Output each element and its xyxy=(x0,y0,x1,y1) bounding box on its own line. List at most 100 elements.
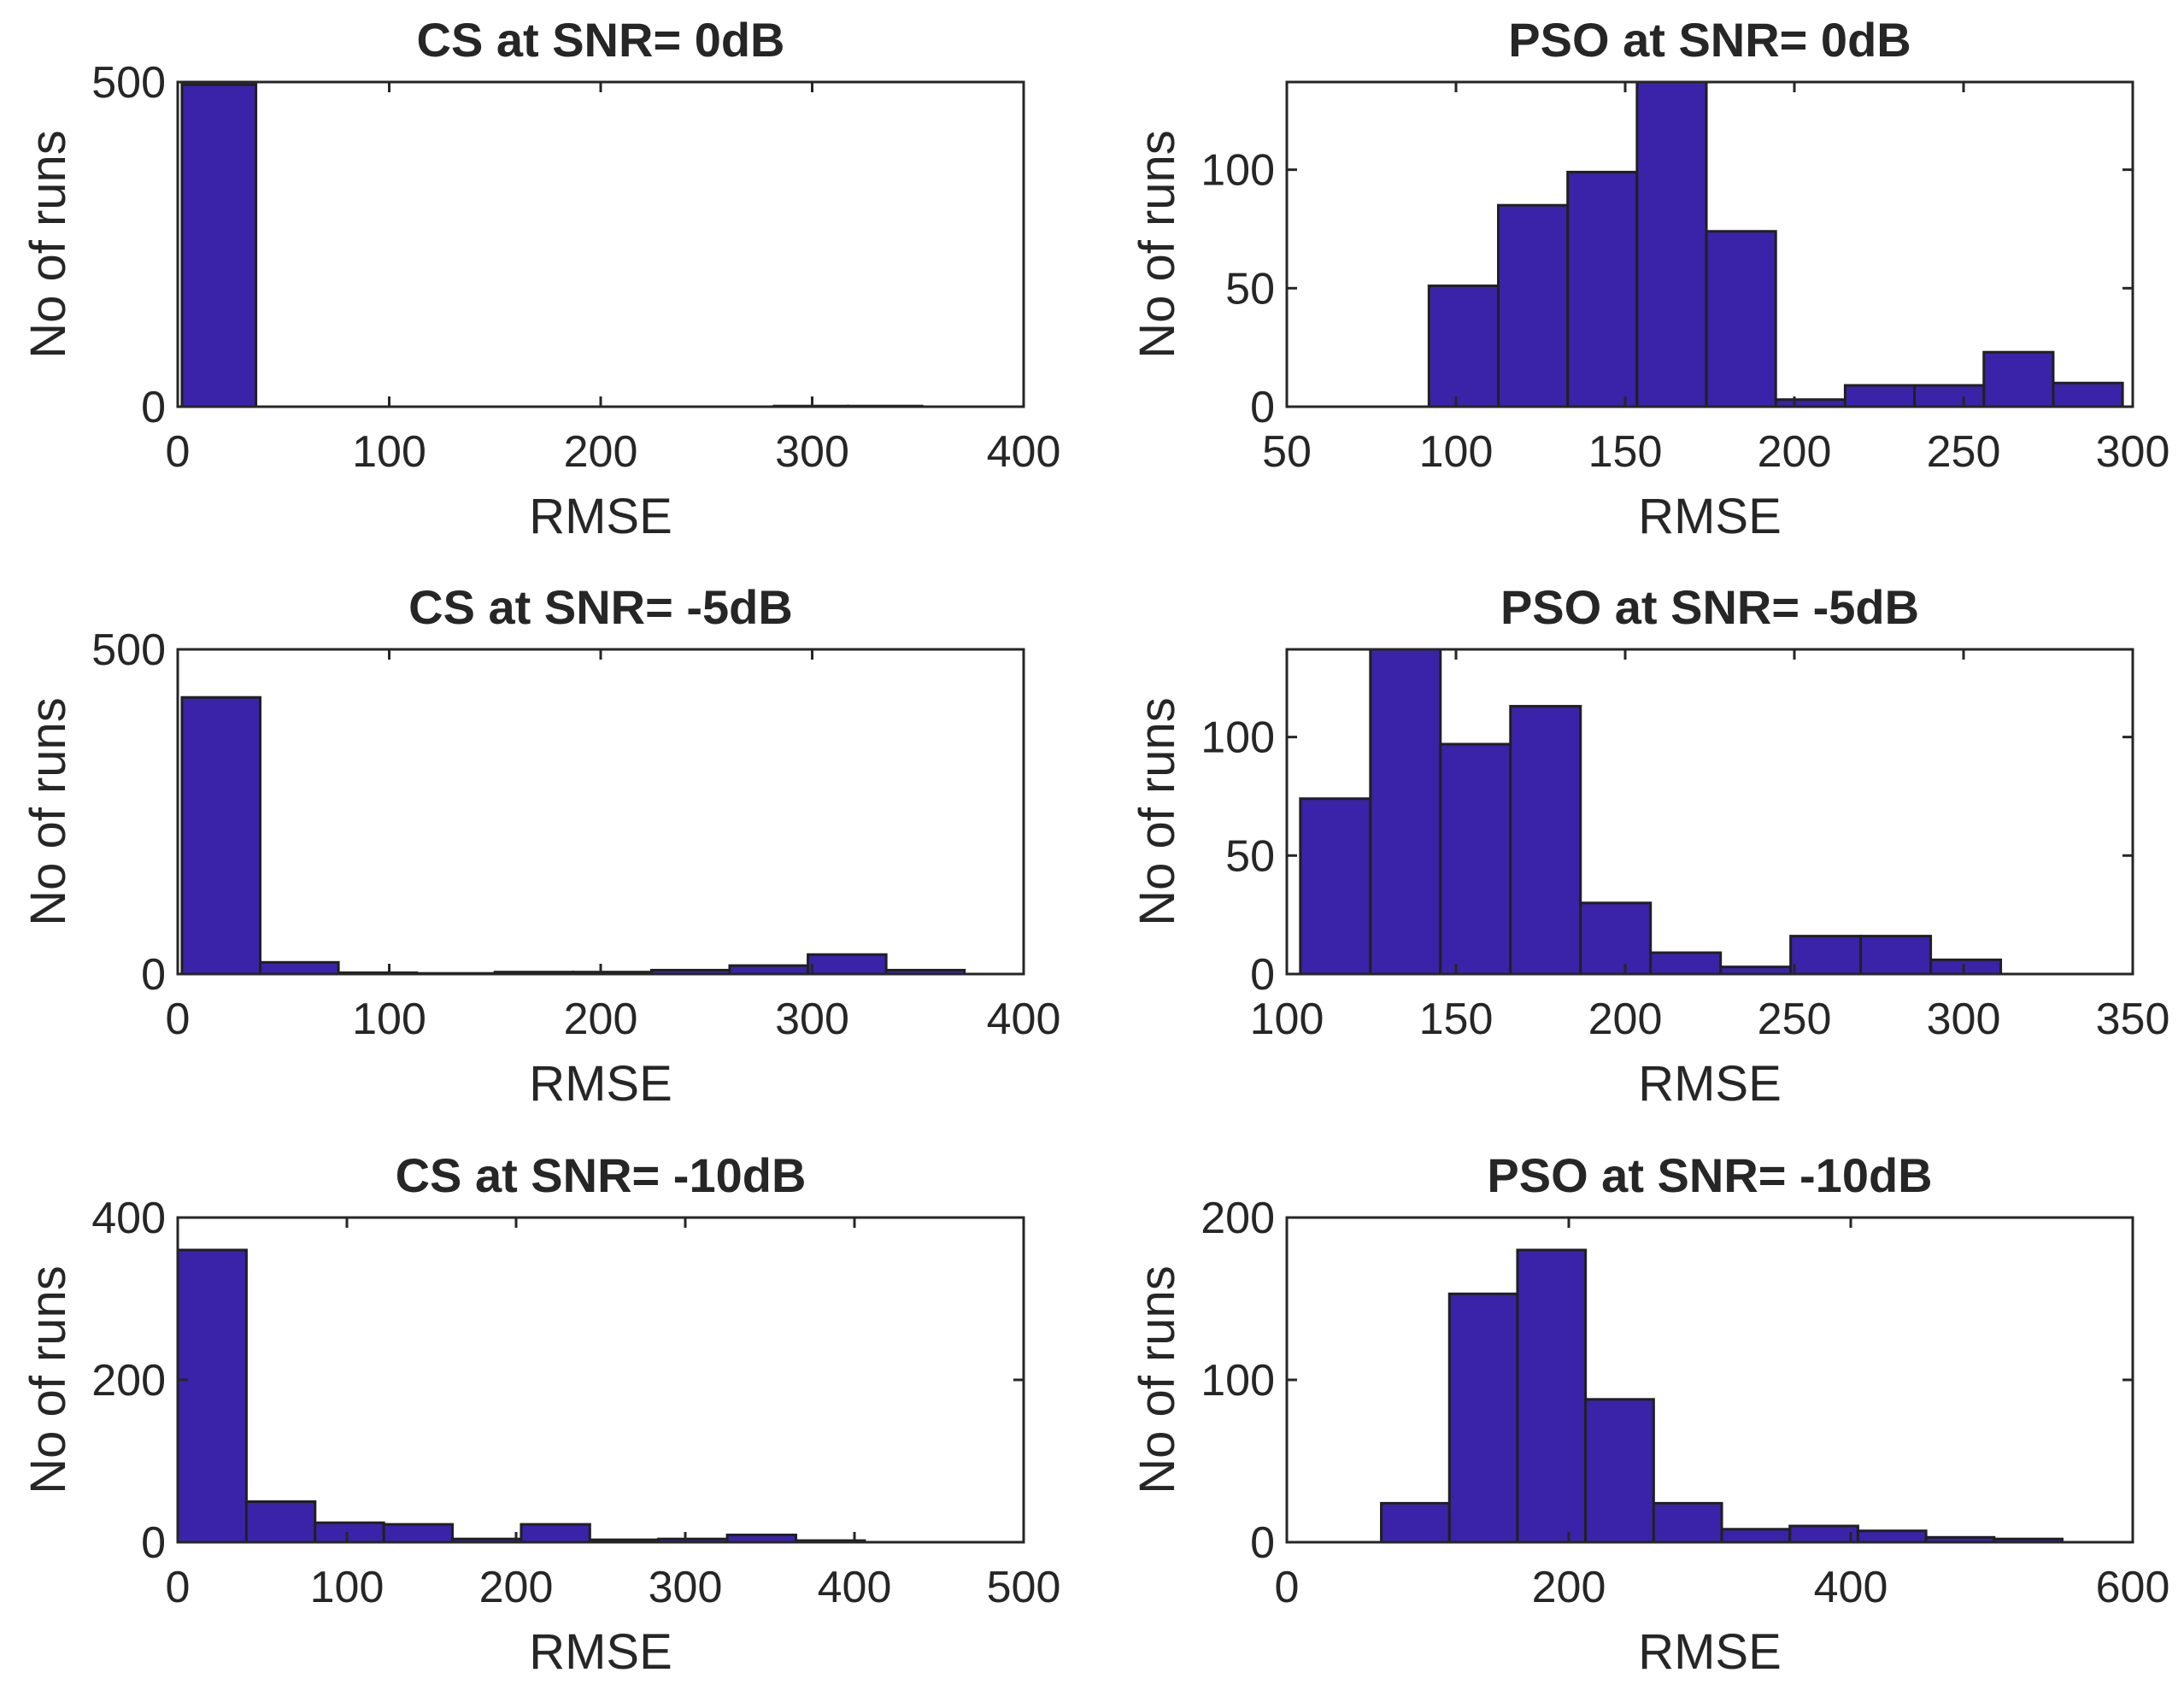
histogram-bar xyxy=(1913,384,1986,408)
histogram-bar xyxy=(180,695,262,976)
x-axis-label: RMSE xyxy=(1638,489,1782,544)
histogram-bar xyxy=(1649,951,1723,976)
y-tick-label: 200 xyxy=(1201,1194,1275,1243)
histogram-bar xyxy=(244,1500,317,1544)
histogram-bar xyxy=(1369,648,1442,976)
x-tick-label: 300 xyxy=(775,427,849,477)
x-tick-label: 600 xyxy=(2096,1563,2170,1612)
chart-title: CS at SNR= 0dB xyxy=(417,13,785,67)
x-axis-label: RMSE xyxy=(1638,1624,1782,1680)
x-tick-label: 200 xyxy=(564,427,638,477)
x-tick-label: 300 xyxy=(649,1563,723,1612)
histogram-bar xyxy=(1720,1528,1792,1544)
chart-panel-5: 0 100 200 300 400 500 0 200 400 CS at SNR= -10dB R… xyxy=(21,1148,1060,1680)
chart-title: PSO at SNR= 0dB xyxy=(1508,13,1911,67)
histogram-bar xyxy=(1299,797,1372,976)
histogram-bar xyxy=(259,960,340,976)
y-tick-label: 400 xyxy=(91,1194,166,1243)
x-tick-label: 50 xyxy=(1262,427,1312,477)
y-tick-label: 500 xyxy=(91,58,166,108)
x-tick-label: 200 xyxy=(1532,1563,1606,1612)
histogram-bar xyxy=(1579,901,1653,976)
histogram-bar xyxy=(1652,1501,1723,1544)
histogram-bar xyxy=(1635,80,1708,408)
histogram-bar xyxy=(1447,1292,1519,1544)
histogram-bar xyxy=(1497,203,1570,408)
x-tick-label: 300 xyxy=(1927,995,2001,1044)
histogram-bar xyxy=(1516,1248,1588,1544)
histogram-bar xyxy=(314,1521,385,1544)
y-tick-label: 0 xyxy=(1250,1518,1275,1568)
chart-title: PSO at SNR= -5dB xyxy=(1500,580,1919,634)
x-tick-label: 150 xyxy=(1419,995,1494,1044)
histogram-bar xyxy=(1427,285,1500,408)
x-tick-label: 100 xyxy=(310,1563,385,1612)
x-tick-label: 150 xyxy=(1588,427,1663,477)
x-tick-label: 0 xyxy=(1275,1563,1300,1612)
chart-panel-3: 0 100 200 300 400 0 500 CS at SNR= -5dB RMSE No o… xyxy=(21,580,1060,1112)
histogram-bar xyxy=(176,1248,248,1544)
y-tick-label: 0 xyxy=(141,1518,166,1568)
x-tick-label: 350 xyxy=(2096,995,2170,1044)
chart-title: PSO at SNR= -10dB xyxy=(1487,1148,1932,1202)
y-axis-label: No of runs xyxy=(21,1265,76,1494)
chart-panel-4: 100 150 200 250 300 350 0 50 100 PSO at SNR= -5dB… xyxy=(1130,580,2169,1112)
y-tick-label: 0 xyxy=(141,950,166,1000)
histogram-bar xyxy=(2052,381,2124,408)
histogram-bar xyxy=(1584,1398,1655,1544)
x-tick-label: 100 xyxy=(352,427,426,477)
x-axis-label: RMSE xyxy=(529,1056,672,1112)
histogram-bar xyxy=(1439,742,1512,976)
x-axis-label: RMSE xyxy=(529,489,672,544)
axes-box xyxy=(1285,648,2134,976)
y-tick-label: 0 xyxy=(1250,383,1275,432)
histogram-bar xyxy=(1789,935,1863,976)
chart-title: CS at SNR= -5dB xyxy=(408,580,793,634)
x-tick-label: 400 xyxy=(1814,1563,1888,1612)
x-tick-label: 400 xyxy=(987,427,1061,477)
x-tick-label: 400 xyxy=(987,995,1061,1044)
y-tick-label: 200 xyxy=(91,1356,166,1406)
y-axis-label: No of runs xyxy=(1130,697,1185,926)
x-tick-label: 250 xyxy=(1758,995,1832,1044)
chart-panel-1: 0 100 200 300 400 0 500 CS at SNR= 0dB RMSE No of… xyxy=(21,13,1060,544)
chart-panel-6: 0 200 400 600 0 100 200 PSO at SNR= -10dB RMSE No… xyxy=(1130,1148,2169,1680)
y-tick-label: 50 xyxy=(1225,831,1275,881)
x-tick-label: 100 xyxy=(1419,427,1494,477)
axes-box xyxy=(176,648,1025,976)
y-tick-label: 0 xyxy=(141,383,166,432)
y-tick-label: 100 xyxy=(1201,713,1275,763)
histogram-bar xyxy=(1929,958,2003,976)
histogram-bar xyxy=(1788,1524,1859,1544)
histogram-bar xyxy=(1566,170,1639,408)
y-tick-label: 100 xyxy=(1201,146,1275,196)
x-tick-label: 500 xyxy=(987,1563,1061,1612)
x-tick-label: 400 xyxy=(818,1563,892,1612)
axes-box xyxy=(1285,1216,2134,1544)
axes-box xyxy=(176,1216,1025,1544)
histogram-bar xyxy=(180,83,258,408)
x-axis-label: RMSE xyxy=(1638,1056,1782,1112)
x-tick-label: 0 xyxy=(166,1563,191,1612)
histogram-bar xyxy=(1856,1529,1928,1544)
chart-title: CS at SNR= -10dB xyxy=(396,1148,807,1202)
histogram-bar xyxy=(1982,350,2055,408)
histogram-bar xyxy=(520,1523,591,1544)
histogram-bar xyxy=(1509,705,1582,976)
x-tick-label: 250 xyxy=(1927,427,2001,477)
x-tick-label: 0 xyxy=(166,995,191,1044)
histogram-bar xyxy=(807,953,888,976)
histogram-bar xyxy=(1843,384,1917,408)
y-tick-label: 100 xyxy=(1201,1356,1275,1406)
y-axis-label: No of runs xyxy=(1130,1265,1185,1494)
histogram-bar xyxy=(1705,230,1777,408)
y-axis-label: No of runs xyxy=(1130,130,1185,359)
histogram-bar xyxy=(1859,935,1933,976)
histogram-bar xyxy=(1380,1501,1451,1544)
x-tick-label: 300 xyxy=(2096,427,2170,477)
y-tick-label: 500 xyxy=(91,625,166,675)
x-tick-label: 200 xyxy=(1758,427,1832,477)
x-tick-label: 200 xyxy=(1588,995,1663,1044)
